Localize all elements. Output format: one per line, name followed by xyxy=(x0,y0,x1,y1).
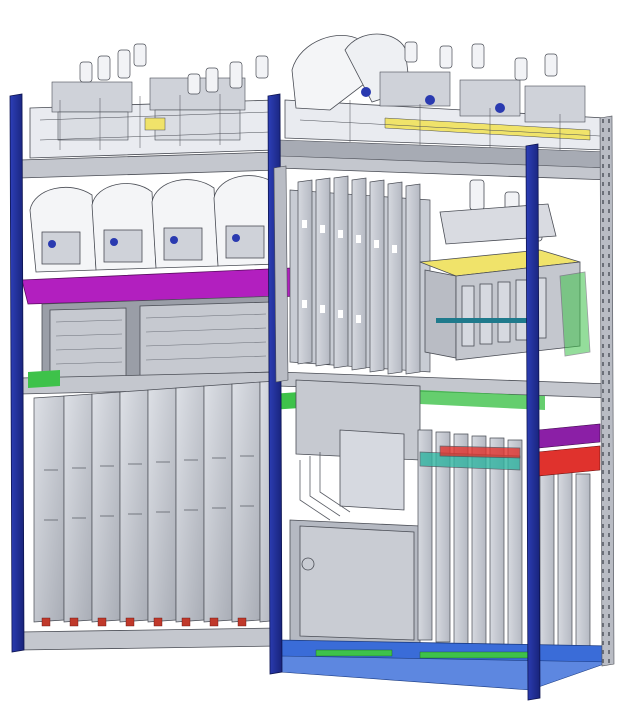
lower-left-plates xyxy=(33,380,281,627)
red-bar xyxy=(537,445,601,477)
lower-center-cabinet xyxy=(289,379,421,649)
duct-box xyxy=(41,295,281,385)
yellow-fixture-block xyxy=(419,179,591,361)
blower-housings xyxy=(29,175,279,273)
top-left-fixtures xyxy=(29,43,276,159)
cylinder-clamp-icon xyxy=(79,43,269,95)
gray-posts xyxy=(273,115,615,667)
vertical-plates-middle xyxy=(289,175,431,375)
top-right-fixtures xyxy=(284,33,606,152)
purple-bar xyxy=(537,423,601,449)
